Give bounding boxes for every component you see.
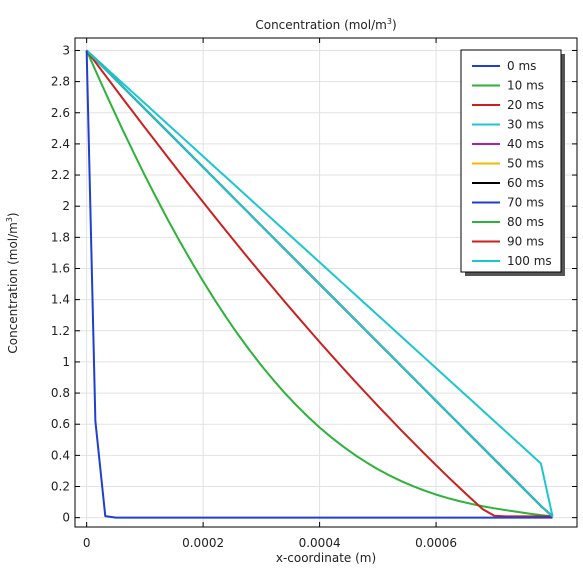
legend: 0 ms 10 ms 20 ms 30 ms 40 ms 50 ms 60 ms 70 ms 8… [460,49,565,276]
series-line-100-ms [85,49,554,518]
chart-title-end: ) [392,18,397,32]
series-line-0-ms [85,50,553,519]
x-tick-label: 0.0004 [299,536,341,550]
y-tick-label: 1 [62,355,70,369]
plot-area-frame [74,37,578,528]
legend-entry-label: 80 ms [507,215,544,229]
x-tick-label: 0.0002 [182,536,224,550]
legend-entry-label: 20 ms [507,98,544,112]
x-axis-label: x-coordinate (m) [276,551,376,565]
y-tick-label: 1.2 [51,324,70,338]
legend-entry-label: 60 ms [507,176,544,190]
legend-entry-label: 0 ms [507,59,536,73]
y-axis-label: Concentration (mol/m3) [5,212,20,353]
y-axis-label-superscript: 3 [5,217,14,222]
y-axis-label-end: ) [6,212,20,217]
legend-box [460,49,562,273]
y-tick-label: 1.4 [51,293,70,307]
y-tick-label: 2.8 [51,75,70,89]
y-tick-label: 1.8 [51,230,70,244]
series-lines [85,49,554,519]
y-tick-label: 0.4 [51,448,70,462]
grid-lines [75,38,577,527]
x-tick-label: 0.0006 [415,536,457,550]
series-line-30-ms [85,49,554,517]
legend-items: 0 ms 10 ms 20 ms 30 ms 40 ms 50 ms 60 ms 70 ms 8… [472,59,552,268]
y-tick-label: 2.2 [51,168,70,182]
series-line-20-ms [85,49,553,518]
legend-entry-label: 50 ms [507,157,544,171]
legend-entry-label: 40 ms [507,137,544,151]
legend-entry-label: 30 ms [507,118,544,132]
y-tick-label: 2.4 [51,137,70,151]
y-tick-label: 2 [62,199,70,213]
legend-entry-label: 10 ms [507,79,544,93]
x-tick-label: 0 [83,536,91,550]
series-line-10-ms [85,50,553,518]
y-tick-label: 0.6 [51,417,70,431]
legend-entry-label: 100 ms [507,254,552,268]
chart-title: Concentration (mol/m3) [255,17,396,32]
y-tick-label: 3 [62,43,70,57]
chart-title-superscript: 3 [387,17,392,26]
legend-entry-label: 90 ms [507,235,544,249]
axis-ticks: 0 0.2 0.4 0.6 0.8 1 1.2 1.4 1.6 1.8 2 2.2 2.4 2.6 2.8 3… [51,38,577,550]
legend-entry-label: 70 ms [507,196,544,210]
y-tick-label: 1.6 [51,261,70,275]
y-tick-label: 0.8 [51,386,70,400]
y-tick-label: 2.6 [51,106,70,120]
y-tick-label: 0.2 [51,480,70,494]
y-tick-label: 0 [62,511,70,525]
